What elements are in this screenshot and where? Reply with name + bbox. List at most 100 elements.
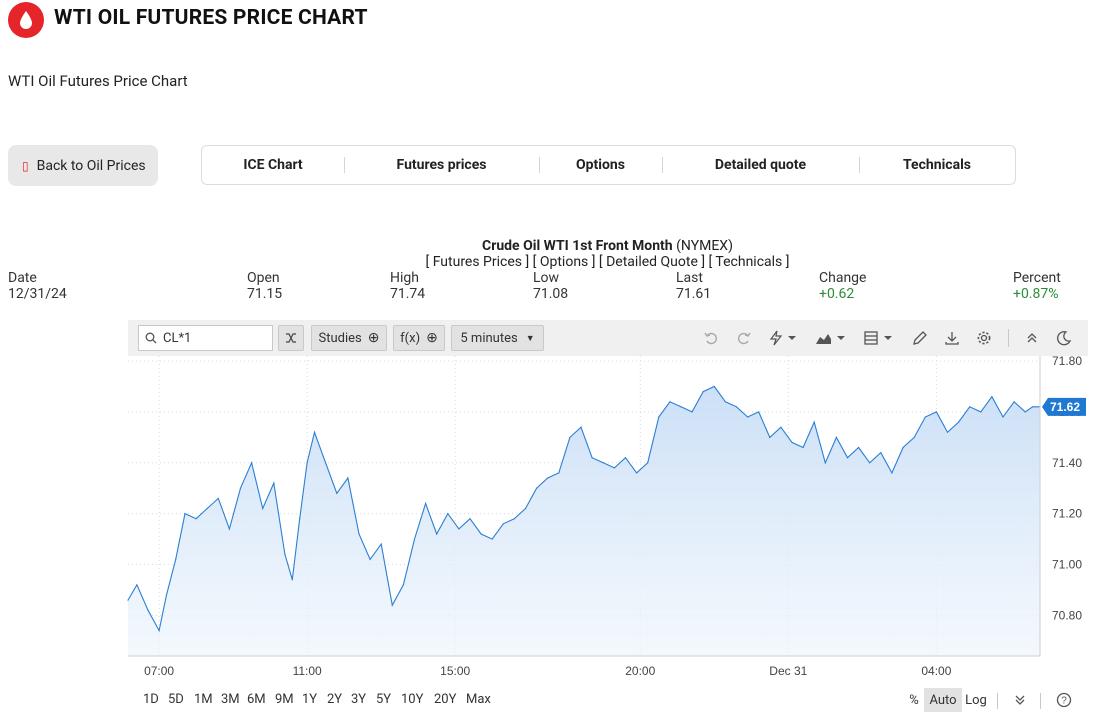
price-point <box>647 462 649 464</box>
price-point <box>291 579 293 581</box>
price-point <box>513 518 516 520</box>
scale-percent-button[interactable]: % <box>909 692 919 708</box>
redo-icon[interactable] <box>734 328 754 348</box>
range-3m[interactable]: 3M <box>221 692 240 707</box>
tab-options[interactable]: Options <box>539 146 662 184</box>
price-point <box>991 396 993 398</box>
range-5d[interactable]: 5D <box>168 692 184 707</box>
undo-icon[interactable] <box>701 328 721 348</box>
chevrons-down-icon[interactable] <box>1010 688 1030 712</box>
range-1y[interactable]: 1Y <box>302 692 318 707</box>
price-point <box>858 446 860 449</box>
quote-links[interactable]: [ Futures Prices ] [ Options ] [ Detaile… <box>425 254 790 270</box>
price-point <box>536 487 538 489</box>
price-point <box>946 431 949 433</box>
tab-detailed-quote[interactable]: Detailed quote <box>662 146 859 184</box>
price-points <box>127 385 1041 632</box>
gear-icon[interactable] <box>974 328 994 348</box>
tab-ice-chart[interactable]: ICE Chart <box>243 157 303 173</box>
plus-circle-icon: ⊕ <box>367 330 380 346</box>
stat-value: 71.15 <box>247 286 283 302</box>
y-tick-label: 71.00 <box>1052 557 1082 571</box>
help-icon[interactable]: ? <box>1054 688 1074 712</box>
last-price-badge: 71.62 <box>1042 397 1086 416</box>
price-area <box>128 386 1040 656</box>
interval-dropdown[interactable]: 5 minutes ▼ <box>451 325 544 351</box>
x-tick-label: 15:00 <box>440 664 470 678</box>
page-subtitle: WTI Oil Futures Price Chart <box>8 72 188 90</box>
price-point <box>669 401 671 403</box>
price-point <box>802 446 804 449</box>
price-point <box>846 457 849 459</box>
collapse-icon[interactable] <box>1022 328 1042 348</box>
price-point <box>658 416 660 418</box>
studies-button[interactable]: Studies ⊕ <box>311 325 387 351</box>
compare-button[interactable] <box>278 325 304 351</box>
symbol-search-input[interactable]: CL*1 <box>138 325 273 351</box>
scale-auto-button[interactable]: Auto <box>924 688 962 712</box>
stat-label: Low <box>533 270 560 286</box>
price-point <box>935 411 937 413</box>
stat-value: 71.61 <box>676 286 712 302</box>
template-icon[interactable] <box>862 328 896 348</box>
price-point <box>413 538 416 540</box>
price-point <box>217 497 219 499</box>
back-to-oil-prices-button[interactable]: ▯ Back to Oil Prices <box>8 145 158 186</box>
price-point <box>147 609 149 611</box>
range-divider <box>997 693 998 709</box>
tab-futures-prices[interactable]: Futures prices <box>344 146 539 184</box>
x-axis: 07:00 11:00 15:00 20:00 Dec 31 04:00 <box>144 664 952 678</box>
x-tick-label: 07:00 <box>144 664 174 678</box>
price-line <box>127 385 1040 633</box>
price-point <box>591 457 593 459</box>
stat-label: Date <box>8 270 37 286</box>
quote-name: Crude Oil WTI 1st Front Month (NYMEX) <box>0 238 1093 254</box>
function-button[interactable]: f(x) ⊕ <box>393 325 445 351</box>
range-2y[interactable]: 2Y <box>327 692 343 707</box>
stat-label: Open <box>247 270 280 286</box>
price-point <box>880 452 882 454</box>
price-point <box>791 441 793 444</box>
price-point <box>299 518 301 520</box>
price-point <box>313 431 316 433</box>
range-5y[interactable]: 5Y <box>376 692 392 707</box>
draw-icon[interactable] <box>910 328 930 348</box>
stat-open: Open 71.15 <box>247 270 282 302</box>
range-9m[interactable]: 9M <box>275 692 294 707</box>
y-tick-label: 71.40 <box>1052 456 1082 470</box>
price-point <box>735 406 738 408</box>
price-point <box>502 523 504 525</box>
back-icon: ▯ <box>22 158 29 173</box>
dark-mode-icon[interactable] <box>1054 328 1074 348</box>
tab-technicals[interactable]: Technicals <box>859 146 1015 184</box>
range-3y[interactable]: 3Y <box>351 692 367 707</box>
scale-log-button[interactable]: Log <box>965 692 987 708</box>
price-point <box>902 446 904 449</box>
price-point <box>957 421 960 423</box>
lightning-icon[interactable] <box>766 328 800 348</box>
last-price-label: 71.62 <box>1050 400 1080 414</box>
price-point <box>924 416 926 418</box>
price-point <box>835 436 838 438</box>
range-1d[interactable]: 1D <box>143 692 159 707</box>
stat-percent: Percent +0.87% <box>1013 270 1061 302</box>
chart-toolbar: CL*1 Studies ⊕ f(x) ⊕ 5 minutes ▼ <box>128 320 1088 356</box>
price-point <box>336 492 338 494</box>
range-max[interactable]: Max <box>466 692 491 707</box>
price-point <box>325 462 327 464</box>
interval-label: 5 minutes <box>460 330 518 346</box>
price-point <box>813 421 815 423</box>
range-10y[interactable]: 10Y <box>401 692 424 707</box>
price-point <box>491 538 493 540</box>
stat-last: Last 71.61 <box>676 270 711 302</box>
range-6m[interactable]: 6M <box>247 692 266 707</box>
area-chart-icon[interactable] <box>814 328 848 348</box>
y-tick-label: 70.80 <box>1052 608 1082 622</box>
range-20y[interactable]: 20Y <box>434 692 457 707</box>
range-1m[interactable]: 1M <box>194 692 213 707</box>
search-icon <box>145 332 157 344</box>
price-point <box>580 426 582 428</box>
download-icon[interactable] <box>942 328 962 348</box>
